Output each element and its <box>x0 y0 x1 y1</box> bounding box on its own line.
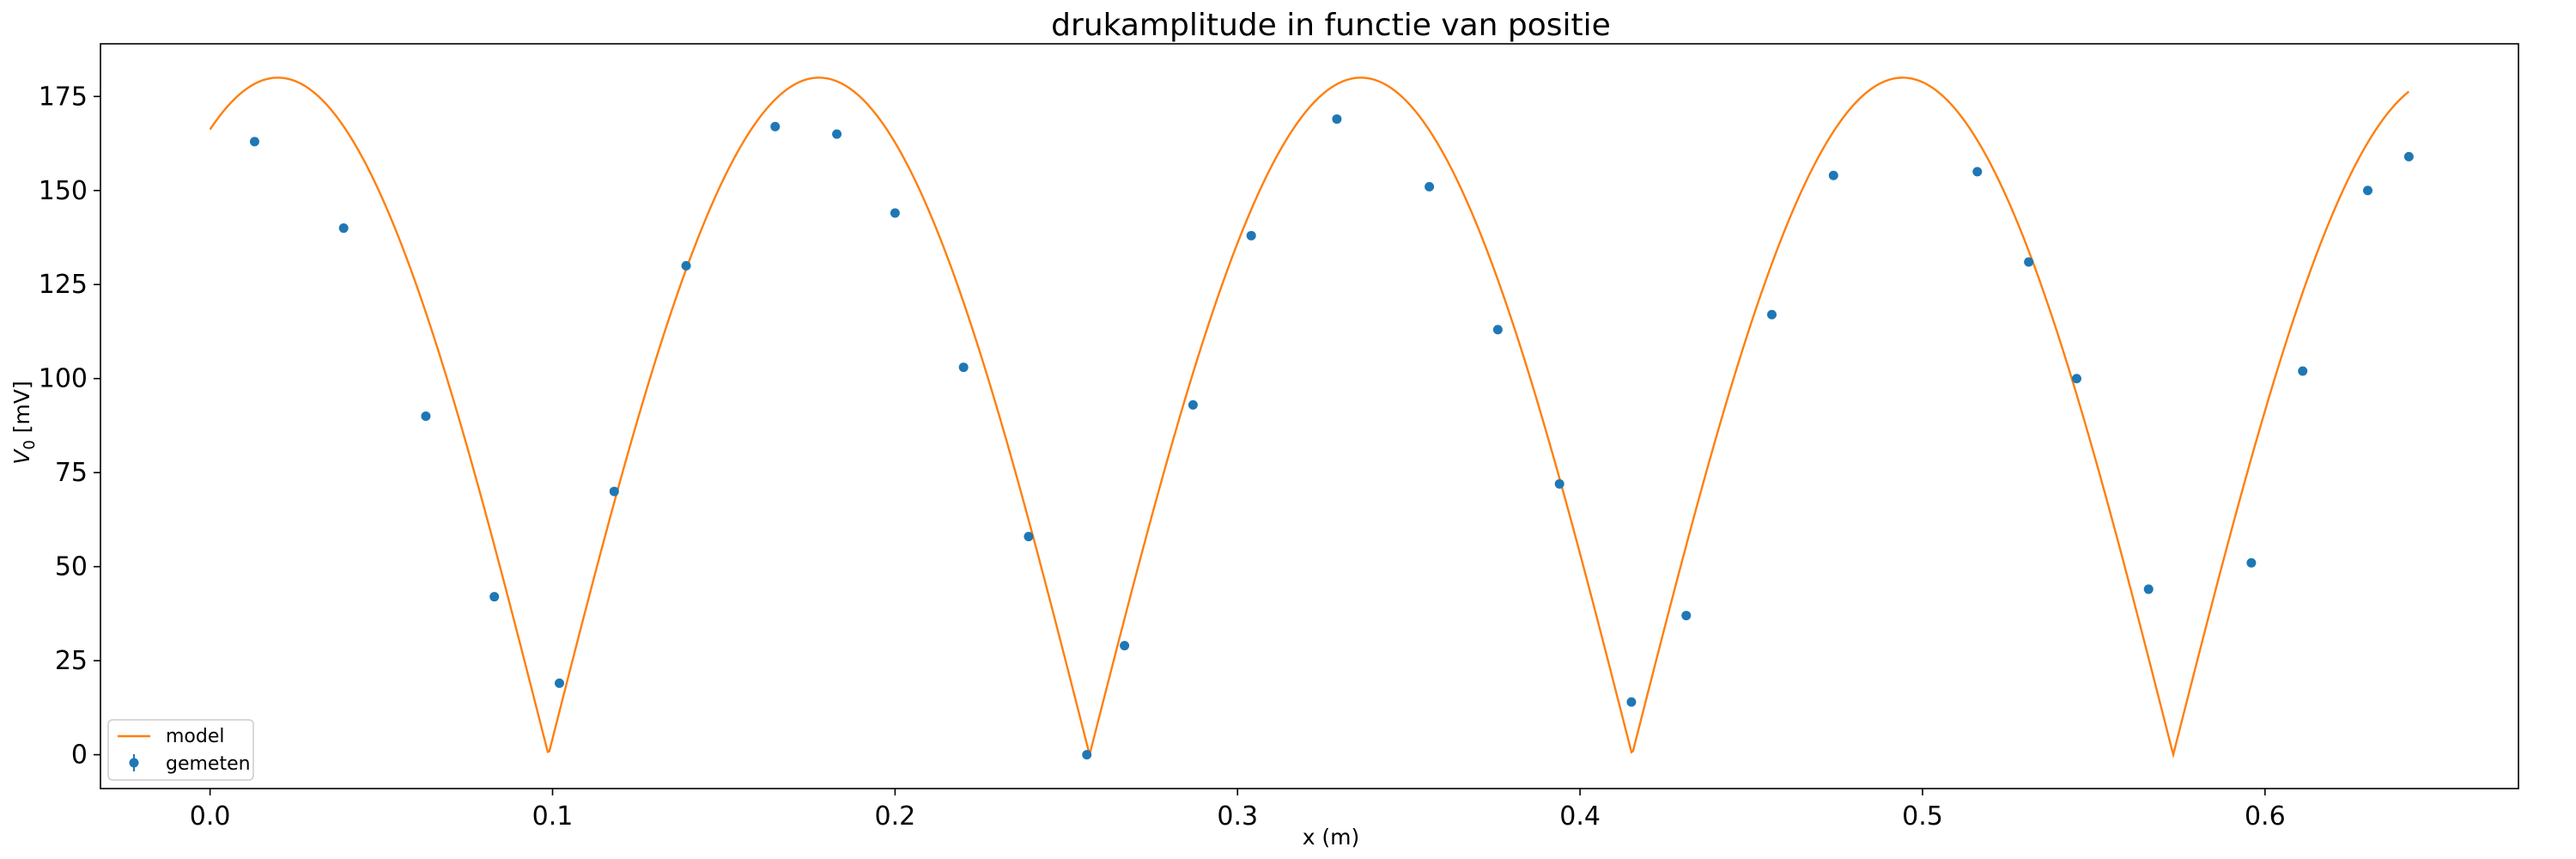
y-axis-title-unit: [mV] <box>9 381 34 440</box>
plot-frame <box>100 43 2519 789</box>
legend-model-label: model <box>166 726 225 747</box>
data-point <box>2298 366 2308 376</box>
y-tick-label: 175 <box>39 82 88 112</box>
x-axis-title: x (m) <box>1303 825 1360 850</box>
x-axis: 0.0 0.1 0.2 0.3 0.4 0.5 0.6 <box>190 789 2286 832</box>
measurement-points-layer <box>249 114 2414 760</box>
model-line <box>209 76 2410 759</box>
data-point <box>2143 584 2154 594</box>
data-point <box>1425 181 1435 192</box>
chart-title: drukamplitude in functie van positie <box>1051 8 1611 43</box>
y-tick-label: 150 <box>39 176 88 206</box>
data-point <box>681 260 691 271</box>
data-point <box>2071 374 2081 384</box>
data-point <box>1024 532 1034 542</box>
y-tick-label: 25 <box>55 646 88 676</box>
x-tick-label: 0.6 <box>2245 801 2286 832</box>
x-tick-label: 0.5 <box>1902 801 1943 832</box>
data-point <box>338 223 349 234</box>
data-point <box>554 678 564 688</box>
data-point <box>770 121 781 131</box>
data-point <box>489 592 500 602</box>
data-point <box>2403 151 2414 161</box>
data-point <box>249 137 259 147</box>
data-point <box>1082 750 1092 760</box>
y-tick-label: 50 <box>55 552 88 582</box>
x-tick-label: 0.3 <box>1217 801 1258 832</box>
data-point <box>1766 309 1777 320</box>
y-tick-label: 125 <box>39 270 88 300</box>
y-axis-title-main: V <box>9 448 34 465</box>
data-point <box>421 411 431 421</box>
data-point <box>2024 257 2034 267</box>
data-point <box>1681 611 1692 621</box>
x-tick-label: 0.0 <box>190 801 231 832</box>
y-tick-label: 0 <box>71 740 88 771</box>
data-point <box>2362 186 2372 196</box>
legend: model gemeten <box>107 719 254 781</box>
legend-frame <box>107 719 254 781</box>
data-point <box>609 486 619 497</box>
data-point <box>1332 114 1342 125</box>
y-axis-title-sub: 0 <box>21 440 39 449</box>
y-axis-title: V0 [mV] <box>9 381 39 464</box>
x-tick-label: 0.4 <box>1559 801 1601 832</box>
y-tick-label: 100 <box>39 364 88 394</box>
data-point <box>890 208 900 218</box>
data-point <box>1972 167 1983 177</box>
data-point <box>1188 399 1198 410</box>
x-tick-label: 0.1 <box>532 801 574 832</box>
legend-gemeten-marker <box>129 758 139 768</box>
data-point <box>1120 641 1130 651</box>
model-line-layer <box>209 76 2410 759</box>
data-point <box>1828 170 1838 180</box>
data-point <box>1554 478 1564 489</box>
data-point <box>1492 325 1503 335</box>
legend-gemeten-label: gemeten <box>166 753 251 775</box>
data-point <box>958 362 969 373</box>
data-point <box>2246 557 2257 568</box>
data-point <box>1626 697 1637 707</box>
y-tick-label: 75 <box>55 458 88 488</box>
x-tick-label: 0.2 <box>875 801 916 832</box>
data-point <box>832 129 842 139</box>
data-point <box>1246 230 1256 241</box>
y-axis: 0 25 50 75 100 125 150 175 <box>39 82 100 771</box>
